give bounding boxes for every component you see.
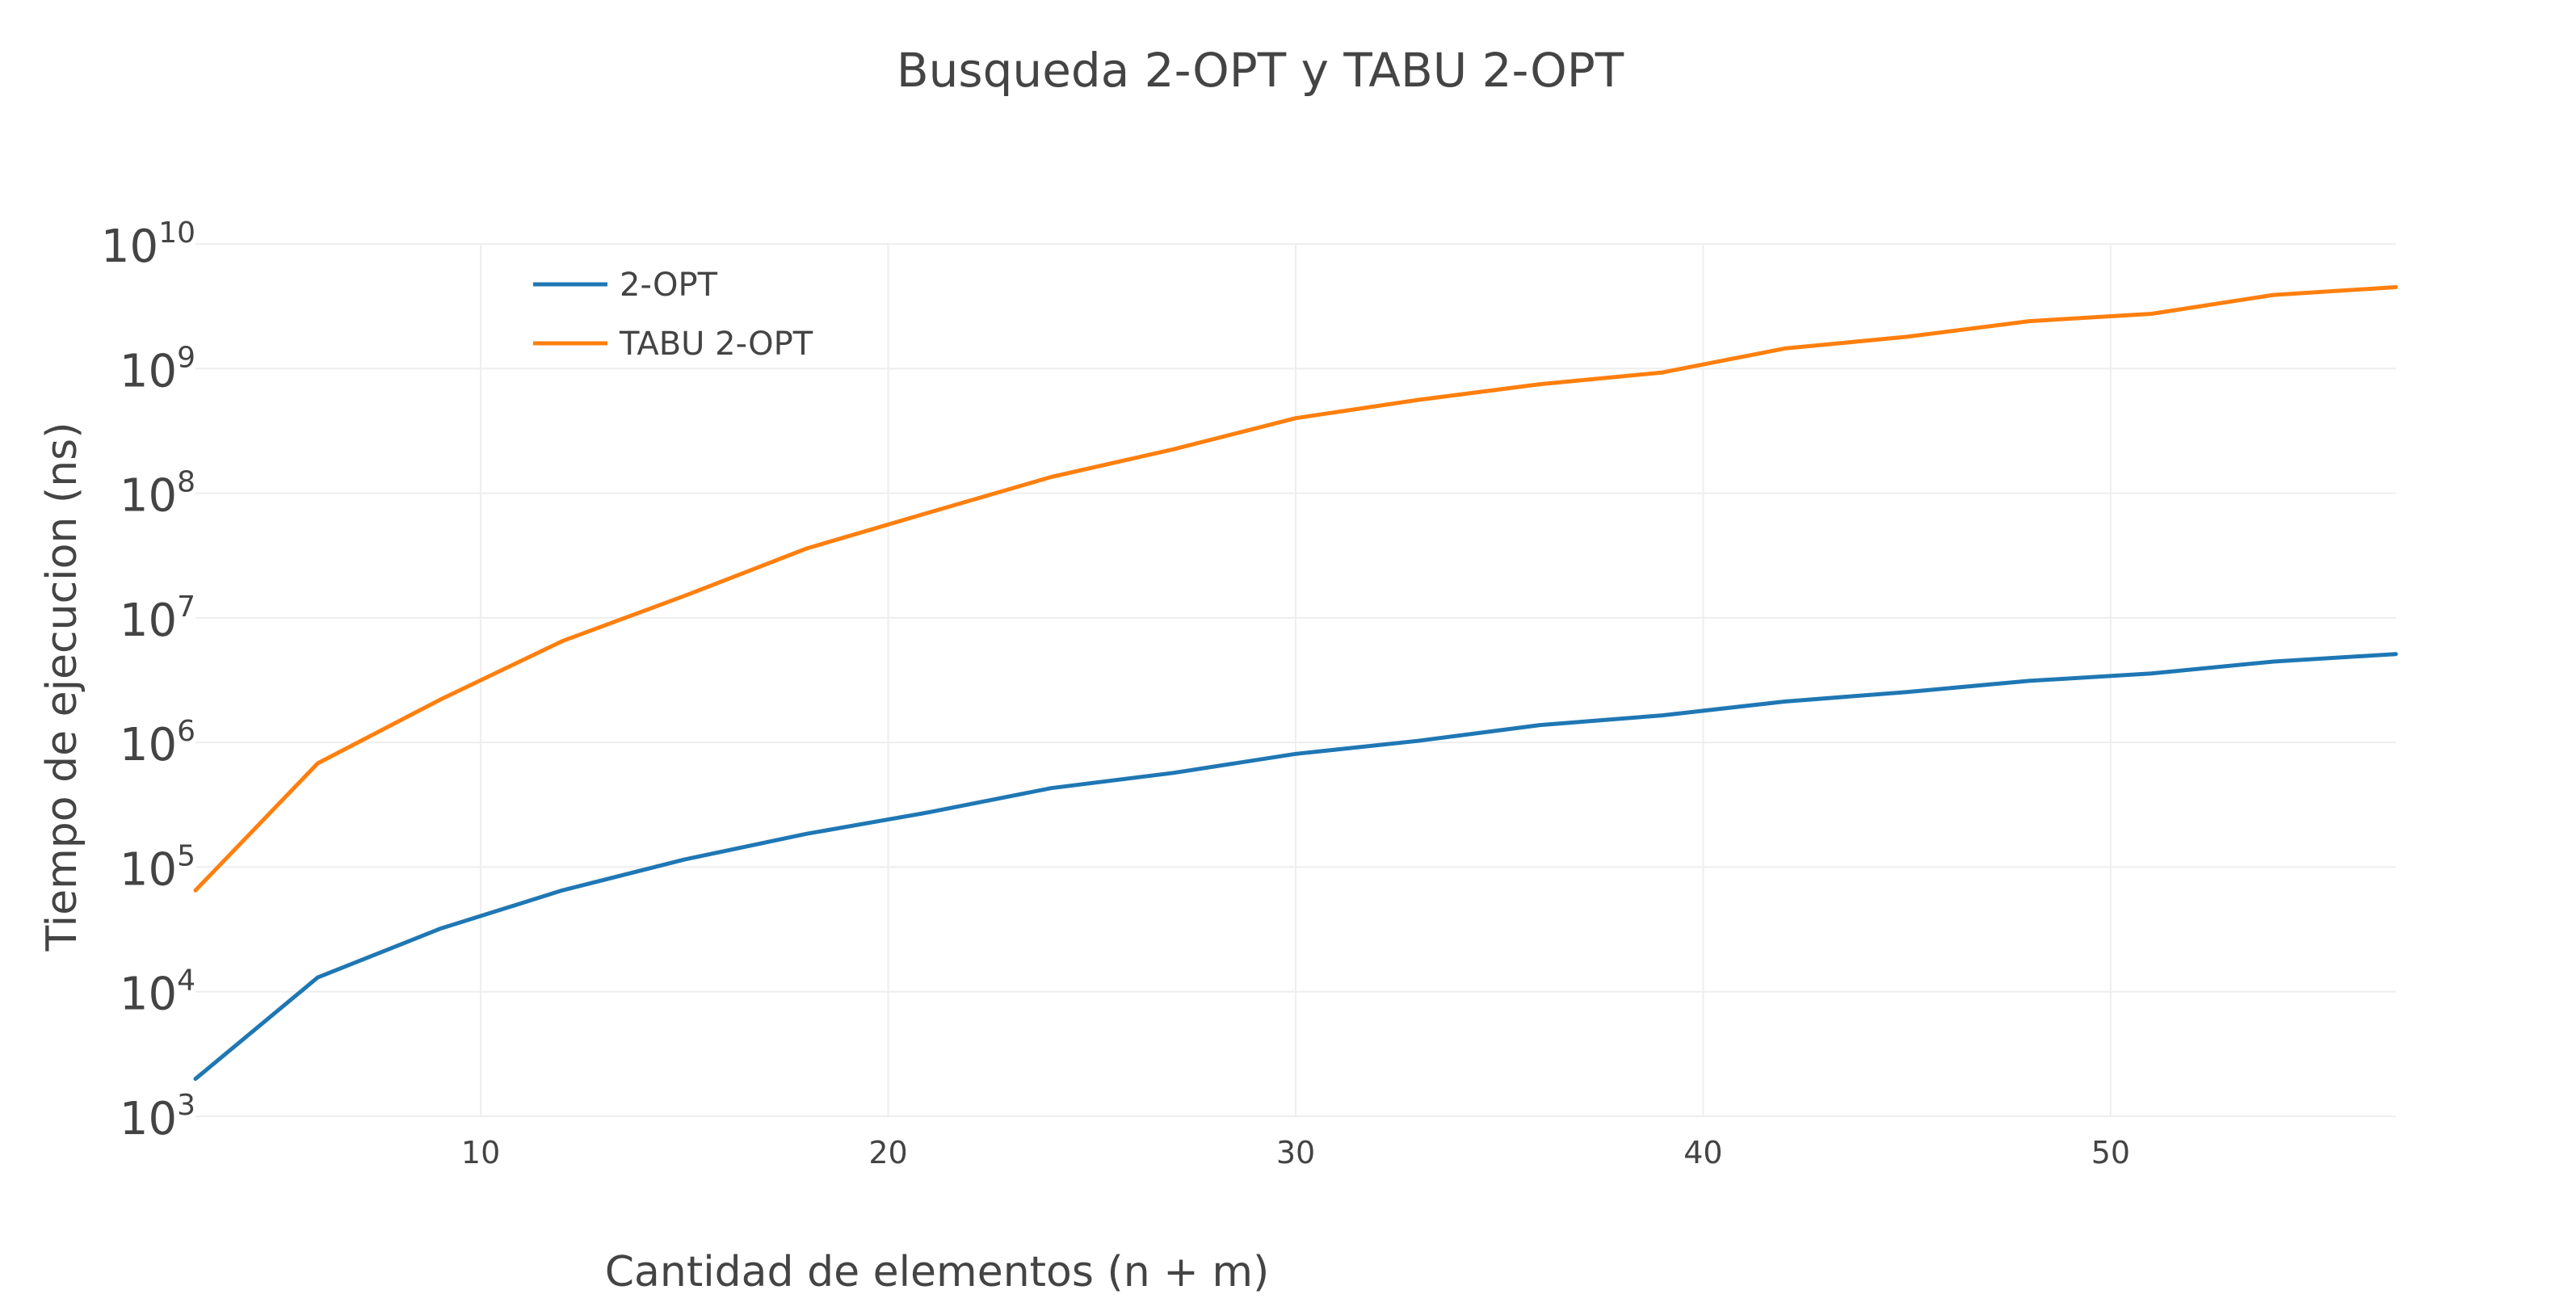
x-tick-label: 20 (868, 1135, 907, 1170)
y-axis-title: Tiempo de ejecucion (ns) (38, 422, 86, 952)
grid-lines (195, 243, 2396, 1117)
y-tick-label: 109 (120, 341, 195, 397)
series-line-2-opt (193, 652, 2398, 1082)
legend[interactable]: 2-OPT TABU 2-OPT (533, 267, 813, 363)
series-lines (193, 285, 2398, 1082)
x-tick-label: 40 (1683, 1135, 1722, 1170)
y-tick-label: 106 (120, 715, 195, 771)
y-tick-label: 108 (120, 466, 195, 523)
legend-item[interactable]: 2-OPT (533, 267, 718, 304)
x-tick-label: 50 (2091, 1135, 2130, 1170)
x-axis-ticks: 10 20 30 40 50 (461, 1135, 2130, 1170)
series-line-tabu-2-opt (193, 285, 2398, 893)
y-tick-label: 104 (120, 964, 195, 1021)
y-tick-label: 107 (120, 590, 195, 647)
legend-label: TABU 2-OPT (619, 326, 813, 363)
y-tick-label: 105 (120, 839, 195, 896)
legend-item[interactable]: TABU 2-OPT (533, 326, 813, 363)
legend-label: 2-OPT (620, 267, 718, 304)
y-axis-ticks: 103 104 105 106 107 108 109 1010 (101, 216, 195, 1145)
x-tick-label: 10 (461, 1135, 500, 1170)
x-tick-label: 30 (1276, 1135, 1315, 1170)
y-tick-label: 103 (120, 1089, 195, 1145)
chart-title: Busqueda 2-OPT y TABU 2-OPT (897, 43, 1624, 98)
x-axis-title: Cantidad de elementos (n + m) (605, 1248, 1270, 1296)
y-tick-label: 1010 (101, 216, 195, 273)
